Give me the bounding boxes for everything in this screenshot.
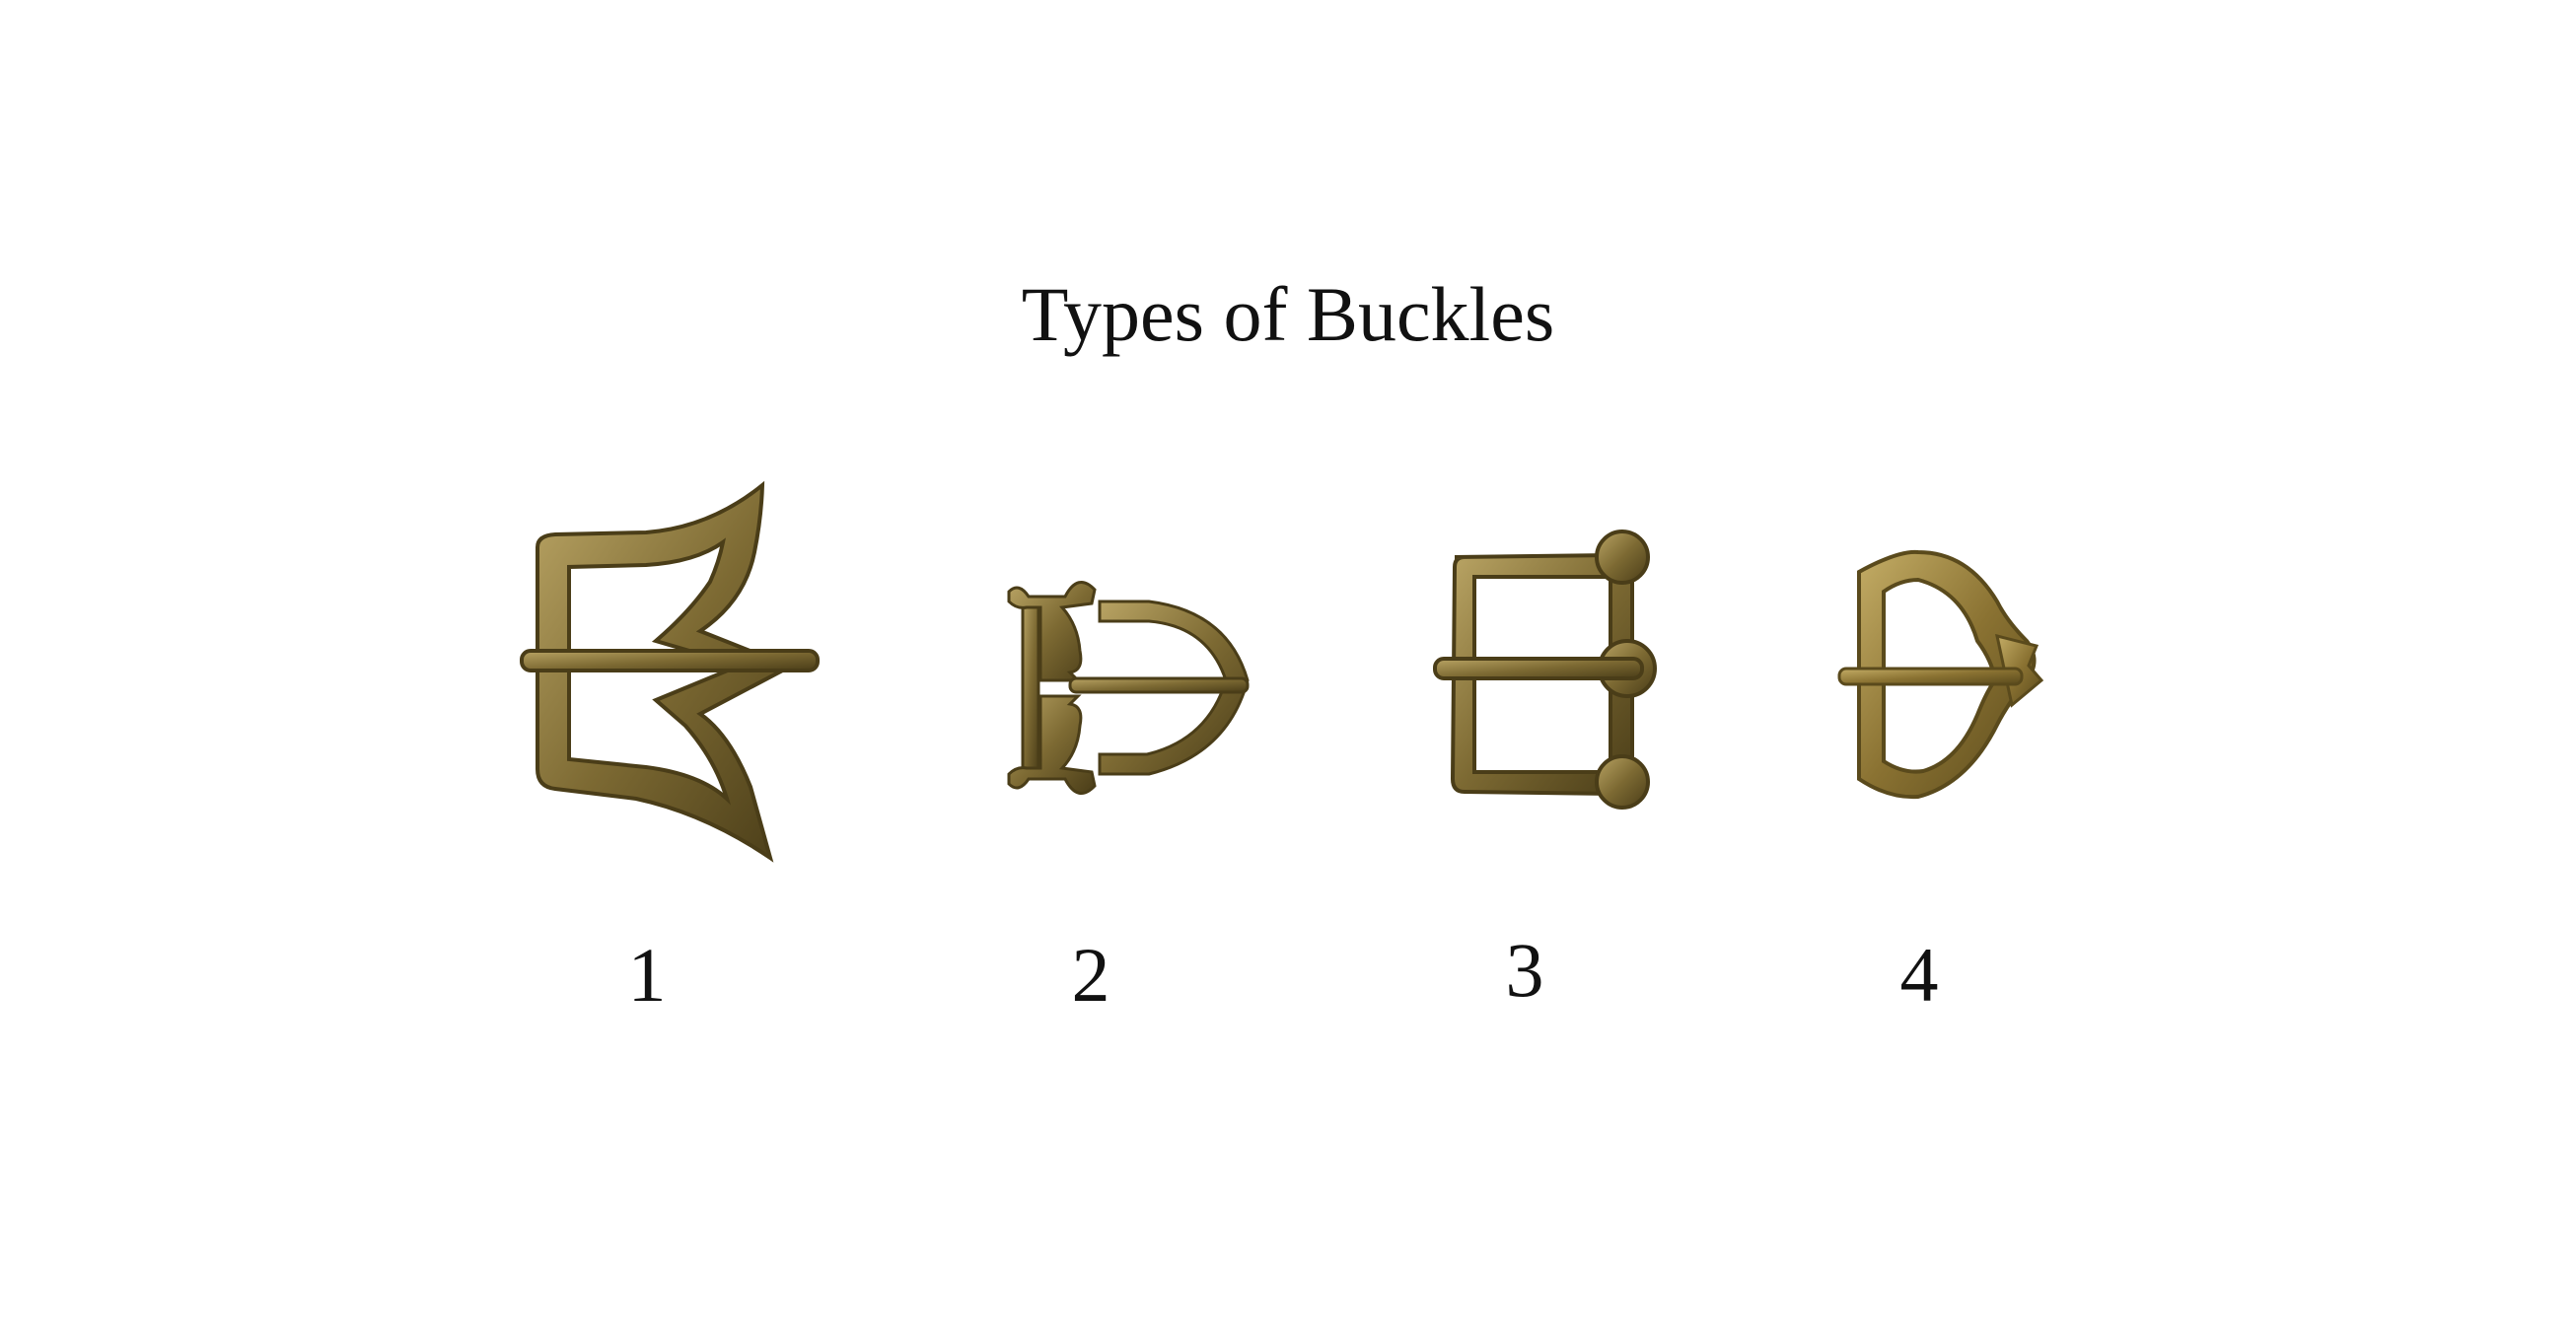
buckle-4-image — [1837, 549, 2044, 800]
buckle-3-number: 3 — [1505, 927, 1544, 1013]
buckle-1-image — [520, 480, 820, 863]
figure-title: Types of Buckles — [1021, 271, 1555, 357]
buckle-2-number: 2 — [1071, 932, 1110, 1018]
buckle-1-number: 1 — [627, 932, 667, 1018]
buckle-3-image — [1433, 530, 1657, 810]
buckle-4-number: 4 — [1899, 932, 1939, 1018]
buckle-2-image — [1007, 581, 1250, 795]
